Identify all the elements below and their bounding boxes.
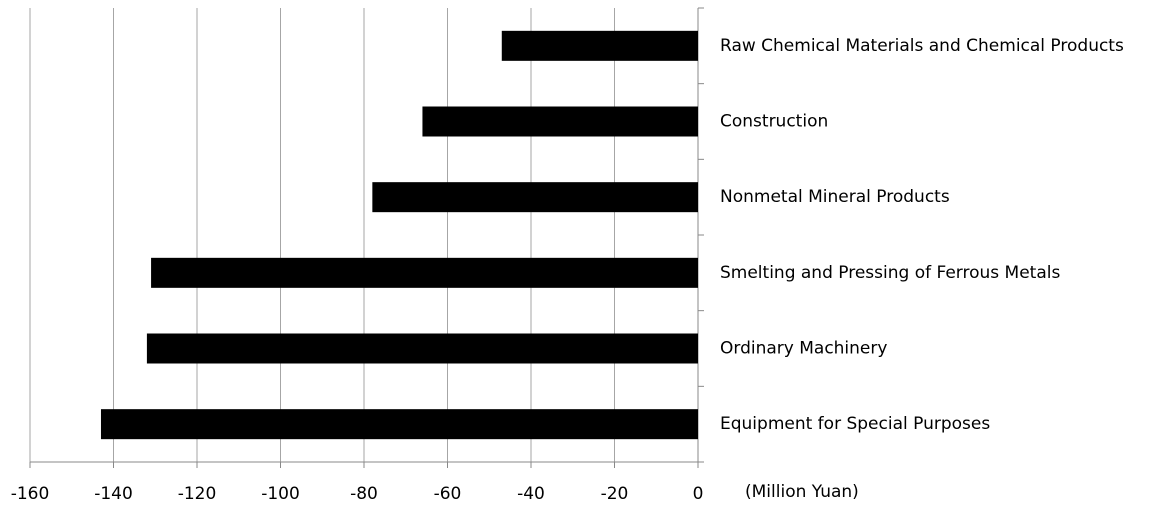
y-tick-label: Ordinary Machinery — [720, 339, 887, 359]
y-tick-label: Smelting and Pressing of Ferrous Metals — [720, 263, 1060, 283]
y-tick-label: Nonmetal Mineral Products — [720, 187, 950, 207]
x-tick-label: -140 — [94, 484, 133, 504]
x-tick-label: -120 — [178, 484, 217, 504]
x-tick-label: -100 — [261, 484, 300, 504]
x-tick-label: 0 — [693, 484, 704, 504]
y-tick-label: Construction — [720, 112, 828, 132]
bar — [501, 30, 698, 61]
x-tick-label: -80 — [350, 484, 378, 504]
bar — [422, 106, 698, 137]
x-tick-label: -60 — [434, 484, 462, 504]
y-tick-label: Raw Chemical Materials and Chemical Prod… — [720, 36, 1124, 56]
x-tick-label: -160 — [11, 484, 50, 504]
x-tick-label: -40 — [517, 484, 545, 504]
x-axis-label: (Million Yuan) — [745, 482, 859, 502]
bar — [146, 333, 698, 364]
y-tick-label: Equipment for Special Purposes — [720, 414, 990, 434]
bar — [151, 257, 698, 288]
bar — [372, 182, 698, 213]
x-tick-label: -20 — [601, 484, 629, 504]
bar — [100, 409, 699, 440]
